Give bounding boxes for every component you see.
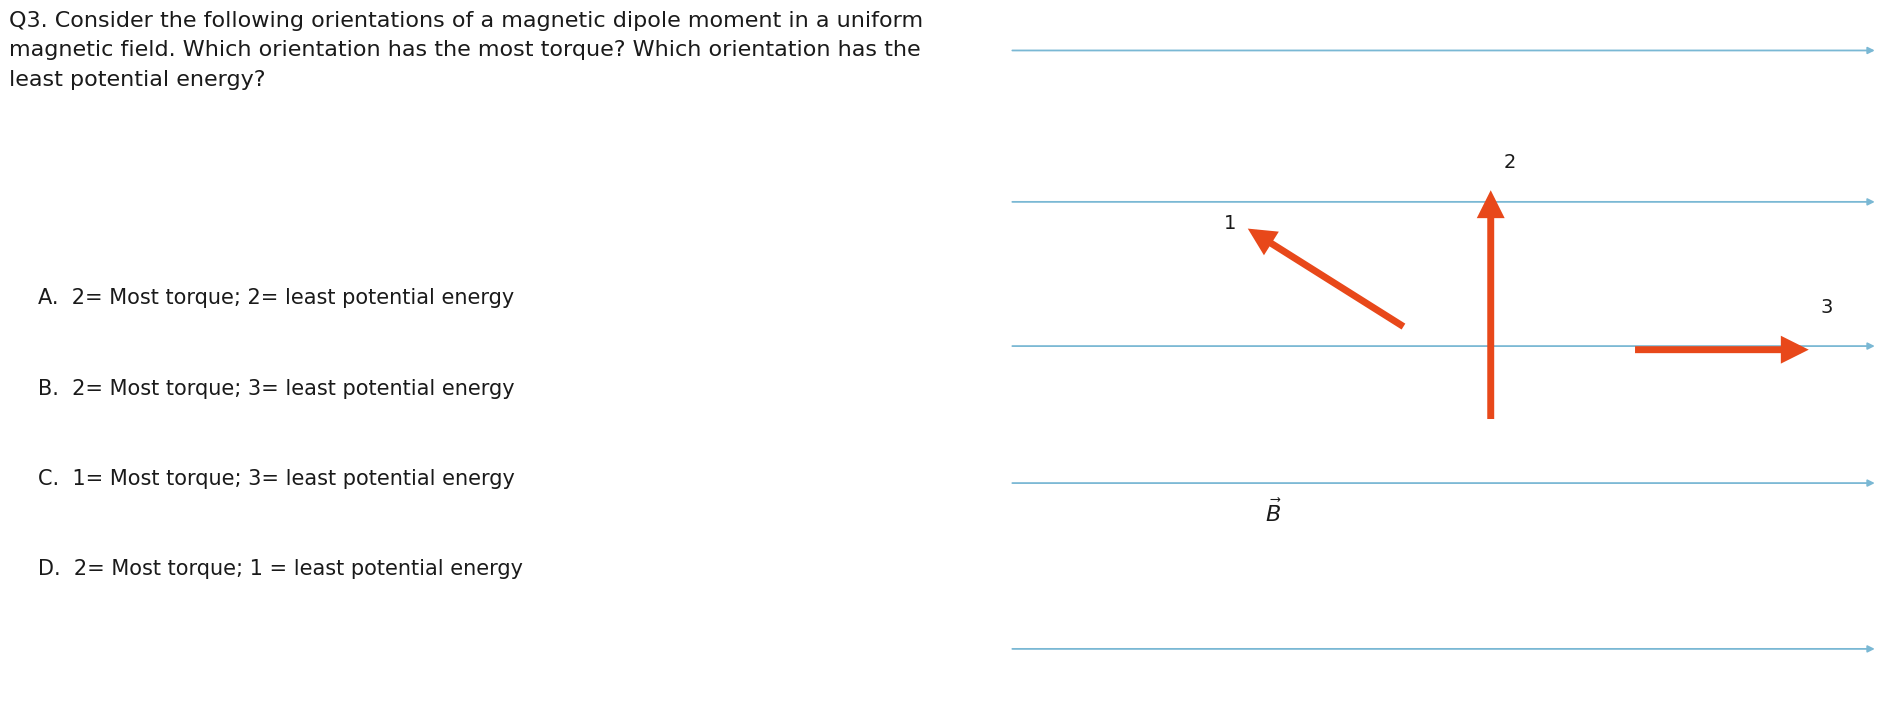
Text: $\vec{B}$: $\vec{B}$ — [1266, 499, 1281, 526]
Text: C.  1= Most torque; 3= least potential energy: C. 1= Most torque; 3= least potential en… — [38, 469, 515, 489]
Text: 3: 3 — [1821, 298, 1834, 317]
Text: A.  2= Most torque; 2= least potential energy: A. 2= Most torque; 2= least potential en… — [38, 288, 513, 309]
Text: D.  2= Most torque; 1 = least potential energy: D. 2= Most torque; 1 = least potential e… — [38, 559, 523, 579]
Text: Q3. Consider the following orientations of a magnetic dipole moment in a uniform: Q3. Consider the following orientations … — [9, 11, 923, 90]
Text: 2: 2 — [1504, 153, 1515, 172]
Text: B.  2= Most torque; 3= least potential energy: B. 2= Most torque; 3= least potential en… — [38, 379, 515, 399]
Text: 1: 1 — [1223, 214, 1236, 233]
